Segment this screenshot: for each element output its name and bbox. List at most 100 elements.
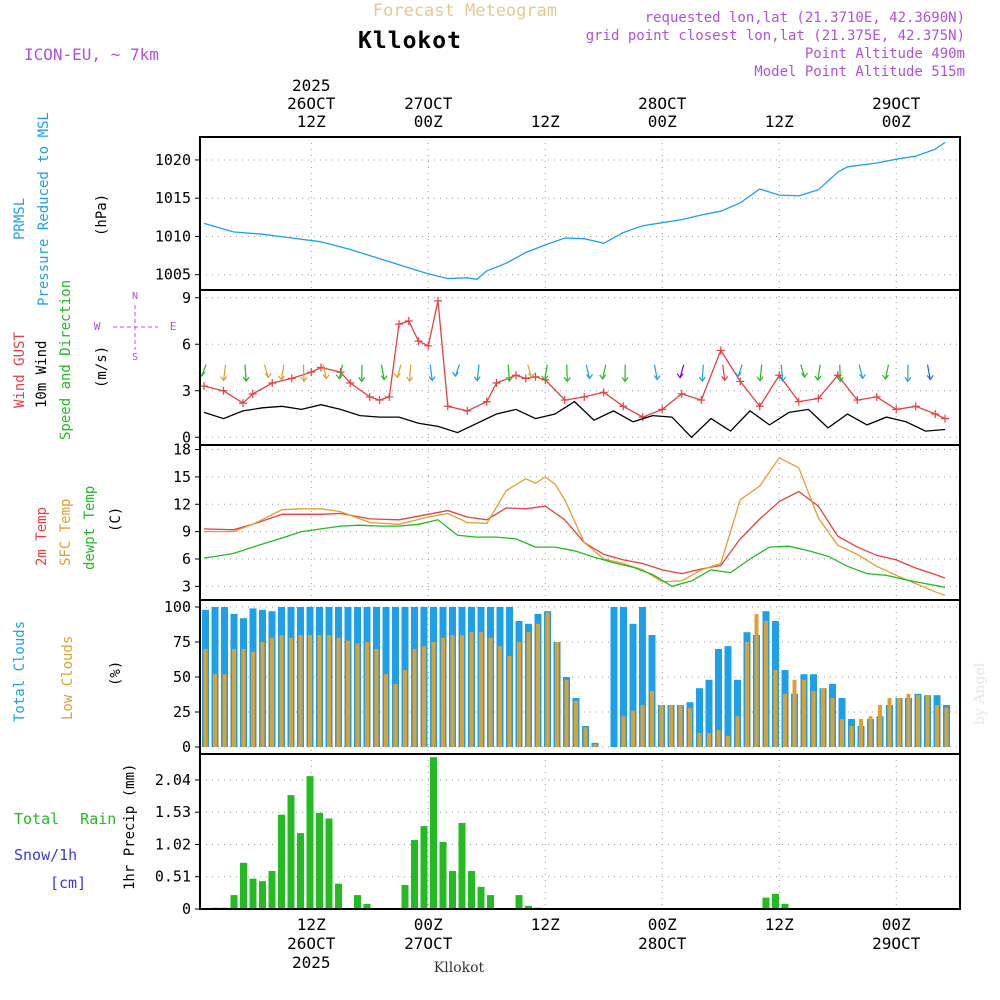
- wind-arrow-head: [541, 375, 549, 381]
- wind-gust-marker: [482, 397, 491, 406]
- clouds-bar-total-clouds: [392, 607, 399, 747]
- wind-arrow-head: [881, 374, 889, 380]
- wind-gust-marker: [560, 396, 569, 405]
- compass-s: S: [132, 352, 138, 363]
- clouds-bar-low-clouds: [726, 735, 730, 747]
- precip-bar-total-rain: [230, 895, 238, 909]
- precip-bar-total-rain: [420, 826, 428, 909]
- wind-direction-arrow: [335, 364, 344, 380]
- wind-arrow-shaft: [244, 364, 247, 382]
- clouds-bar-low-clouds: [279, 635, 284, 747]
- wind-arrow-head: [451, 371, 459, 378]
- precip-ytick-label: 1.02: [155, 835, 191, 853]
- wind-arrow-head: [779, 376, 787, 382]
- wind-line-10m-wind: [203, 400, 946, 439]
- grid-point-coords: grid point closest lon,lat (21.375E, 42.…: [586, 28, 965, 44]
- wind-direction-arrow: [263, 364, 272, 379]
- clouds-bar-low-clouds: [802, 679, 806, 747]
- clouds-bar-total-clouds: [705, 679, 713, 747]
- pressure-label-1: PRMSL: [12, 198, 28, 240]
- wind-arrow-shaft: [926, 364, 931, 380]
- compass-e: E: [170, 320, 177, 333]
- wind-arrow-shaft: [507, 364, 511, 382]
- wind-gust-marker: [492, 379, 501, 387]
- bottom-time-label: 12Z: [297, 915, 326, 934]
- wind-arrow-shaft: [476, 364, 480, 381]
- pressure-ytick-label: 1020: [155, 151, 191, 169]
- clouds-bar-low-clouds: [688, 707, 692, 747]
- wind-direction-arrow: [779, 364, 787, 382]
- clouds-bar-total-clouds: [696, 688, 703, 747]
- clouds-bar-low-clouds: [536, 623, 540, 747]
- wind-direction-arrow: [380, 364, 388, 381]
- clouds-bar-low-clouds: [488, 637, 493, 747]
- wind-ytick-label: 0: [182, 428, 191, 446]
- wind-label-dir: Speed and Direction: [58, 280, 74, 440]
- wind-gust-marker: [697, 396, 706, 405]
- wind-gust-marker: [521, 374, 530, 383]
- wind-arrow-shaft: [653, 364, 658, 380]
- pressure-ytick-label: 1005: [155, 266, 191, 284]
- chart-marks: [198, 141, 950, 909]
- clouds-bar-low-clouds: [346, 640, 350, 747]
- wind-arrow-head: [814, 375, 822, 381]
- temp-label-2m: 2m Temp: [34, 507, 50, 566]
- wind-gust-marker: [599, 388, 608, 397]
- clouds-label-low: Low Clouds: [60, 636, 76, 720]
- wind-ytick-label: 6: [182, 335, 191, 353]
- clouds-bar-total-clouds: [734, 679, 741, 747]
- temp-unit: (C): [108, 507, 124, 532]
- clouds-bar-low-clouds: [697, 733, 702, 747]
- wind-direction-arrow: [800, 364, 809, 379]
- top-time-label: 00Z: [414, 112, 443, 131]
- clouds-bar-low-clouds: [213, 674, 217, 747]
- wind-direction-arrow: [881, 364, 890, 380]
- precip-bar-total-rain: [354, 895, 361, 909]
- pressure-line-prmsl: [203, 141, 946, 280]
- wind-arrow-shaft: [701, 364, 704, 382]
- temperature-line-sfc-temp: [204, 456, 946, 597]
- wind-arrow-head: [621, 377, 629, 383]
- wind-arrow-head: [599, 374, 607, 380]
- clouds-bar-low-clouds: [564, 679, 569, 747]
- clouds-bar-low-clouds: [669, 705, 673, 747]
- wind-direction-arrow: [676, 364, 685, 379]
- precip-bar-total-rain: [240, 862, 247, 909]
- panel-frames: [195, 136, 961, 910]
- model-label: ICON-EU, ~ 7km: [24, 45, 159, 64]
- clouds-bar-low-clouds: [336, 637, 341, 747]
- wind-gust-marker: [248, 389, 257, 398]
- wind-arrow-shaft: [566, 364, 568, 382]
- wind-direction-arrow: [358, 364, 366, 383]
- wind-arrow-head: [859, 374, 867, 380]
- wind-direction-arrow: [585, 364, 594, 380]
- clouds-bar-total-clouds: [620, 607, 627, 747]
- wind-gust-marker: [872, 392, 881, 401]
- credit-watermark: by Angel: [972, 662, 988, 725]
- clouds-bar-low-clouds: [707, 733, 711, 747]
- clouds-bar-low-clouds: [745, 642, 749, 747]
- clouds-bar-low-clouds: [289, 637, 293, 747]
- wind-arrow-head: [220, 376, 228, 382]
- clouds-bar-low-clouds: [422, 646, 426, 747]
- clouds-bar-low-clouds: [507, 656, 512, 747]
- pressure-label-2: Pressure Reduced to MSL: [36, 112, 52, 306]
- clouds-bar-low-clouds: [479, 632, 483, 747]
- wind-arrow-head: [653, 375, 661, 381]
- precip-bar-total-rain: [316, 812, 323, 909]
- wind-gust-marker: [580, 392, 589, 401]
- clouds-bar-low-clouds: [498, 646, 502, 747]
- clouds-bar-low-clouds: [944, 707, 949, 747]
- temperature-ytick-label: 9: [182, 523, 191, 541]
- wind-gust-marker: [385, 392, 394, 401]
- top-time-label: 26OCT: [287, 94, 336, 113]
- temp-label-sfc: SFC Temp: [58, 499, 74, 566]
- clouds-bar-low-clouds: [859, 719, 863, 747]
- station-title: Kllokot: [358, 28, 462, 54]
- clouds-bar-low-clouds: [517, 642, 521, 747]
- wind-gust-marker: [931, 410, 940, 418]
- precip-bar-total-rain: [487, 895, 494, 909]
- bottom-time-label: 28OCT: [638, 934, 687, 953]
- wind-arrow-shaft: [263, 364, 269, 378]
